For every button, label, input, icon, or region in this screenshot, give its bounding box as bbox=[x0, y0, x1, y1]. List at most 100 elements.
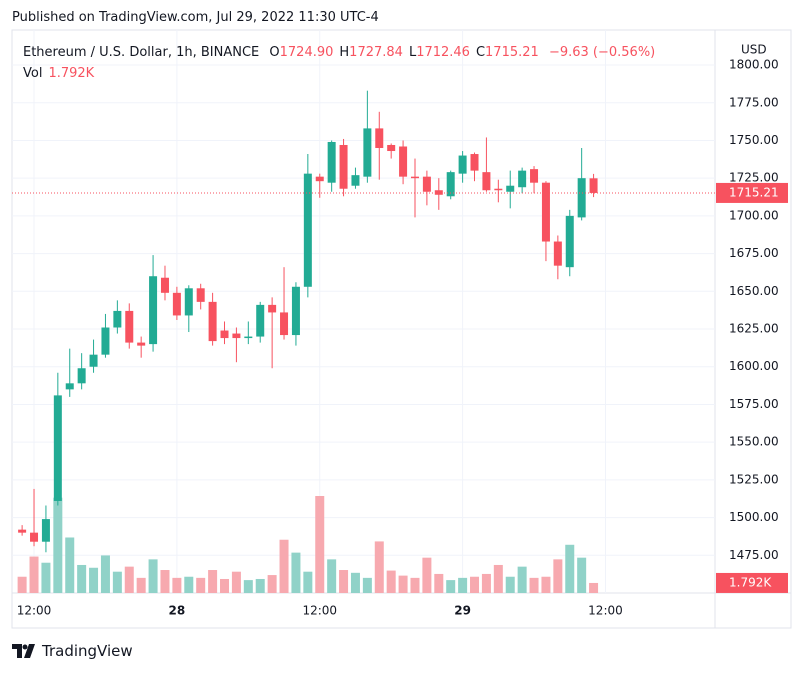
volume-bar bbox=[434, 573, 444, 593]
ohlc-key: L bbox=[408, 45, 417, 60]
candle-body bbox=[530, 169, 539, 183]
ohlc-key: C bbox=[475, 45, 486, 60]
axes: 1475.00 1500.00 1525.00 1550.00 1575.00 1600.… bbox=[17, 58, 788, 618]
candle-body bbox=[315, 176, 324, 182]
candle-body bbox=[399, 146, 408, 177]
volume-legend: Vol 1.792K bbox=[23, 66, 94, 81]
volume-bar bbox=[410, 577, 420, 593]
volume-bar bbox=[446, 580, 456, 593]
y-tick-label: 1675.00 bbox=[729, 246, 779, 260]
candle-body bbox=[184, 288, 193, 316]
candle-body bbox=[101, 327, 110, 355]
volume-bar bbox=[279, 539, 289, 593]
volume-bar bbox=[255, 578, 265, 593]
candle-body bbox=[518, 170, 527, 188]
candle-body bbox=[482, 172, 491, 191]
volume-bar bbox=[398, 575, 408, 593]
volume-value: 1.792K bbox=[48, 66, 95, 81]
volume-bar bbox=[41, 562, 51, 593]
currency: USD bbox=[741, 43, 767, 57]
volume-bar bbox=[517, 566, 527, 593]
ohlc-key: H bbox=[339, 45, 350, 60]
volume-bar bbox=[160, 570, 170, 593]
volume-bar bbox=[220, 578, 230, 593]
candle-body bbox=[303, 173, 312, 287]
candle-body bbox=[589, 178, 598, 193]
candle-body bbox=[375, 128, 384, 149]
candle-body bbox=[232, 333, 241, 339]
candle-body bbox=[41, 519, 50, 542]
y-tick-label: 1550.00 bbox=[729, 435, 779, 449]
candle-body bbox=[494, 188, 503, 191]
volume-bar bbox=[303, 571, 313, 593]
candle-body bbox=[280, 312, 289, 336]
volume-bar bbox=[112, 571, 122, 593]
volume-bar bbox=[65, 537, 75, 593]
candle-body bbox=[160, 277, 169, 293]
volume-bar bbox=[172, 577, 182, 593]
candle-body bbox=[149, 276, 158, 345]
x-tick-label: 12:00 bbox=[302, 604, 337, 618]
ohlc-value: 1724.90 bbox=[279, 45, 334, 60]
volume-bar bbox=[53, 497, 63, 593]
ohlc-value: 1715.21 bbox=[485, 45, 539, 60]
volume-tag bbox=[716, 572, 788, 593]
volume-bar bbox=[577, 557, 587, 593]
volume-bar bbox=[565, 544, 575, 593]
y-tick-label: 1700.00 bbox=[729, 208, 779, 222]
volume-bar bbox=[196, 577, 206, 593]
candle-body bbox=[577, 178, 586, 218]
candle-body bbox=[339, 144, 348, 189]
ohlc-key: O bbox=[269, 45, 280, 60]
ohlc: O1724.90 H1727.84 L1712.46 C1715.21 bbox=[263, 45, 544, 60]
candle-body bbox=[268, 304, 277, 313]
y-tick-label: 1475.00 bbox=[729, 548, 779, 562]
candle-body bbox=[387, 144, 396, 152]
candle-body bbox=[65, 383, 74, 390]
volume-bar bbox=[29, 556, 39, 593]
candle-body bbox=[30, 532, 39, 542]
y-tick-label: 1525.00 bbox=[729, 472, 779, 486]
candle-body bbox=[89, 354, 98, 367]
candle-body bbox=[327, 141, 336, 183]
volume-bar bbox=[458, 577, 468, 593]
volume-name: Vol bbox=[23, 66, 43, 81]
volume-bar bbox=[291, 552, 301, 593]
volume bbox=[17, 496, 599, 593]
y-tick-label: 1575.00 bbox=[729, 397, 779, 411]
chart: 1475.00 1500.00 1525.00 1550.00 1575.00 1600.… bbox=[11, 29, 792, 629]
volume-bar bbox=[541, 576, 551, 593]
volume-bar bbox=[148, 559, 158, 593]
y-tick-label: 1750.00 bbox=[729, 133, 779, 147]
candle-body bbox=[256, 304, 265, 337]
volume-bar bbox=[243, 580, 253, 593]
candle-body bbox=[363, 128, 372, 177]
volume-bar bbox=[470, 576, 480, 593]
x-tick-label: 12:00 bbox=[17, 604, 52, 618]
volume-bar bbox=[386, 570, 396, 593]
price-tag bbox=[716, 182, 788, 203]
volume-bar bbox=[481, 573, 491, 593]
candle-body bbox=[291, 286, 300, 336]
volume-bar bbox=[17, 576, 27, 593]
candle-body bbox=[351, 175, 360, 186]
volume-bar bbox=[339, 570, 349, 593]
candle-body bbox=[565, 215, 574, 268]
volume-bar bbox=[100, 555, 110, 593]
candle-body bbox=[125, 310, 134, 343]
volume-bar bbox=[422, 557, 432, 593]
currency-bg bbox=[716, 31, 790, 59]
y-tick-label: 1500.00 bbox=[729, 510, 779, 524]
x-tick-label: 12:00 bbox=[588, 604, 623, 618]
symbol: Ethereum / U.S. Dollar, 1h, BINANCE bbox=[23, 45, 260, 60]
candle-body bbox=[458, 155, 467, 174]
volume-bar bbox=[184, 576, 194, 593]
candle-body bbox=[541, 182, 550, 242]
y-tick-label: 1725.00 bbox=[729, 171, 779, 185]
y-tick-label: 1800.00 bbox=[729, 58, 779, 72]
logo: TradingView bbox=[12, 642, 133, 660]
candle-body bbox=[220, 330, 229, 339]
candle-body bbox=[196, 288, 205, 302]
ohlc-value: 1727.84 bbox=[349, 45, 403, 60]
